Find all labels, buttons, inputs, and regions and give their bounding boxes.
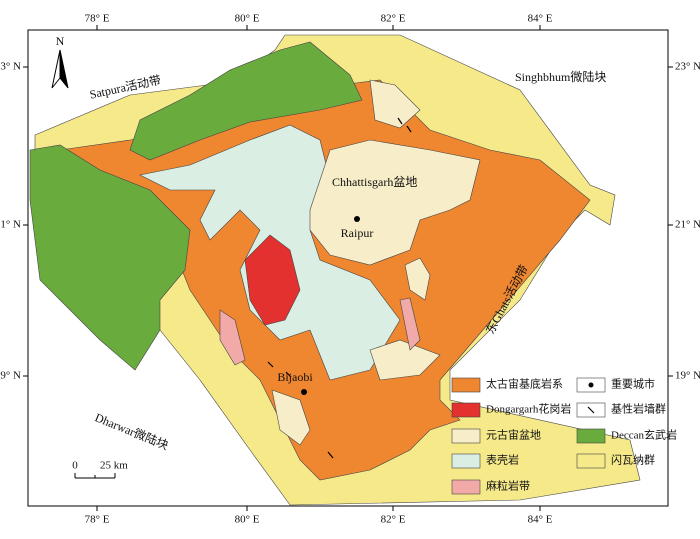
legend: 太古宙基底岩系 Dongargarh花岗岩 元古宙盆地 表壳岩 麻粒岩带 重要城…	[451, 377, 677, 495]
lat-label: 21° N	[675, 219, 700, 231]
legend-label: 表壳岩	[486, 453, 519, 467]
north-label: N	[56, 34, 65, 48]
legend-label: Deccan玄武岩	[611, 428, 677, 442]
legend-label: 重要城市	[611, 377, 655, 391]
legend-label: 麻粒岩带	[486, 479, 530, 493]
lon-label: 84° E	[528, 514, 553, 526]
legend-swatch	[451, 377, 481, 393]
lat-label: 19° N	[675, 370, 700, 382]
lon-label: 78° E	[85, 13, 110, 25]
lon-label: 84° E	[528, 13, 553, 25]
lon-label: 82° E	[381, 13, 406, 25]
legend-label: 基性岩墙群	[611, 402, 666, 416]
north-arrow	[51, 49, 61, 89]
frame	[23, 25, 673, 511]
lon-label: 80° E	[235, 514, 260, 526]
legend-label: 元古宙盆地	[486, 428, 541, 442]
legend-label: Dongargarh花岗岩	[486, 402, 571, 416]
lon-label: 80° E	[235, 13, 260, 25]
city-dot	[301, 389, 307, 395]
lat-label: 21° N	[0, 219, 21, 231]
lat-label: 23° N	[675, 61, 700, 73]
legend-swatch	[451, 428, 481, 444]
lon-label: 78° E	[85, 514, 110, 526]
lat-label: 19° N	[0, 370, 21, 382]
legend-label: 闪瓦纳群	[611, 453, 655, 467]
legend-swatch	[576, 453, 606, 469]
region-label: Singhbhum微陆块	[515, 69, 606, 84]
legend-swatch	[451, 402, 481, 418]
lat-label: 23° N	[0, 61, 21, 73]
city-label: Raipur	[341, 226, 374, 240]
legend-swatch	[576, 428, 606, 444]
map-units	[29, 34, 641, 506]
legend-label: 太古宙基底岩系	[486, 377, 563, 391]
legend-swatch	[451, 453, 481, 469]
region-label: Chhattisgarh盆地	[332, 175, 417, 189]
city-dot	[354, 216, 360, 222]
legend-swatch	[451, 479, 481, 495]
legend-symbol	[588, 382, 594, 388]
scale-label: 0	[72, 460, 78, 472]
city-label: Bijaobi	[277, 370, 313, 384]
legend-symbol	[587, 406, 595, 414]
lon-label: 82° E	[381, 514, 406, 526]
north-arrow	[59, 49, 69, 89]
region-label: Dharwar微陆块	[93, 409, 171, 452]
scale-label: 25 km	[100, 460, 128, 472]
scale-bar	[74, 473, 116, 479]
